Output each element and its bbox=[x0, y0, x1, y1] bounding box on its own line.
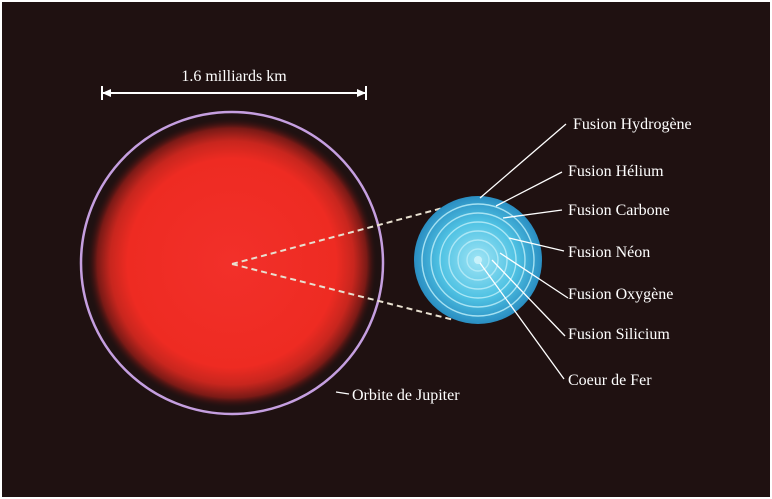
leader-hydrogen bbox=[479, 123, 567, 199]
label-carbon-fusion: Fusion Carbone bbox=[568, 202, 670, 219]
label-oxygen-fusion: Fusion Oxygène bbox=[568, 286, 673, 303]
scale-bar bbox=[101, 86, 367, 100]
leader-neon bbox=[508, 237, 565, 252]
label-silicon-fusion: Fusion Silicium bbox=[568, 326, 670, 343]
leader-oxygen bbox=[499, 252, 569, 299]
label-neon-fusion: Fusion Néon bbox=[568, 244, 650, 261]
orbit-label: Orbite de Jupiter bbox=[352, 387, 460, 404]
label-hydrogen-fusion: Fusion Hydrogène bbox=[573, 116, 692, 133]
leader-orbit bbox=[335, 391, 350, 395]
leader-silicon bbox=[491, 259, 566, 337]
stellar-core bbox=[414, 196, 542, 324]
leader-carbon bbox=[502, 209, 563, 219]
leader-lines bbox=[479, 123, 569, 380]
zoom-lines bbox=[231, 204, 455, 321]
leader-iron-core bbox=[479, 262, 565, 380]
label-iron-core: Coeur de Fer bbox=[568, 372, 652, 389]
label-helium-fusion: Fusion Hélium bbox=[568, 163, 664, 180]
leader-helium bbox=[495, 171, 563, 207]
jupiter-orbit bbox=[79, 110, 385, 416]
scale-label: 1.6 milliards km bbox=[181, 68, 287, 85]
